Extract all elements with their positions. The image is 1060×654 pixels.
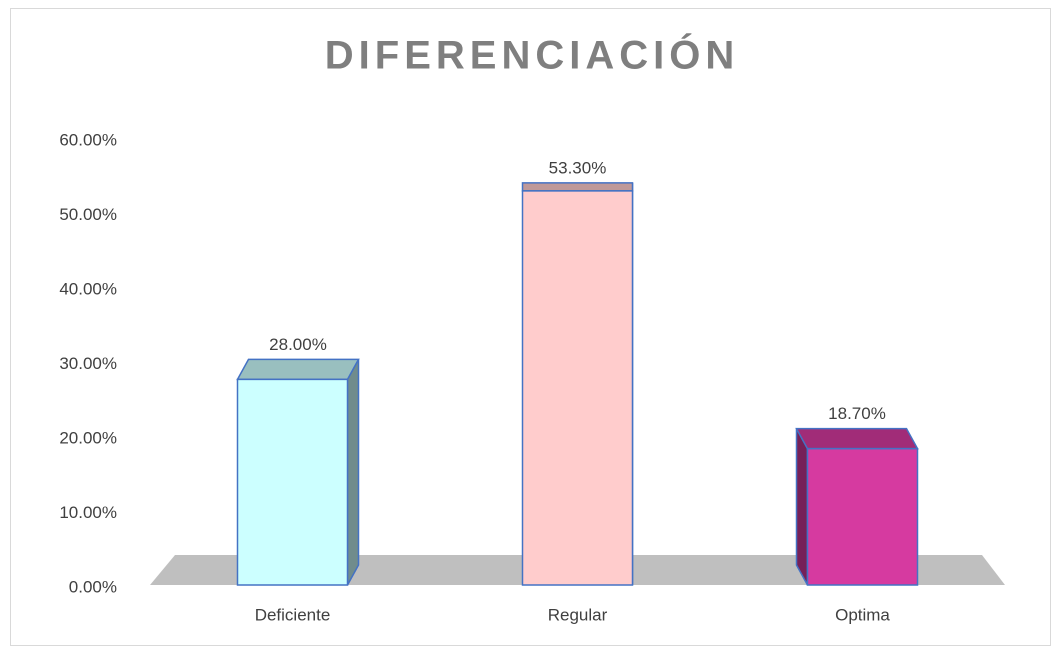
chart-title: DIFERENCIACIÓN — [325, 32, 739, 78]
y-tick-label: 60.00% — [59, 130, 117, 149]
bar — [806, 447, 919, 586]
data-label: 53.30% — [549, 158, 607, 177]
bar-side — [346, 359, 360, 586]
y-tick-label: 30.00% — [59, 354, 117, 373]
y-tick-label: 10.00% — [59, 503, 117, 522]
data-label: 18.70% — [828, 404, 886, 423]
bar-top — [236, 358, 360, 381]
bar-top — [521, 182, 634, 192]
bar — [236, 378, 349, 586]
y-tick-label: 50.00% — [59, 205, 117, 224]
x-tick-label: Regular — [548, 605, 608, 624]
y-tick-label: 0.00% — [69, 577, 117, 596]
x-tick-label: Deficiente — [255, 605, 331, 624]
data-label: 28.00% — [269, 335, 327, 354]
bar-top — [795, 427, 919, 450]
y-tick-label: 40.00% — [59, 279, 117, 298]
x-tick-label: Optima — [835, 605, 890, 624]
y-tick-label: 20.00% — [59, 428, 117, 447]
bar-side — [795, 428, 809, 586]
bar — [521, 190, 634, 586]
